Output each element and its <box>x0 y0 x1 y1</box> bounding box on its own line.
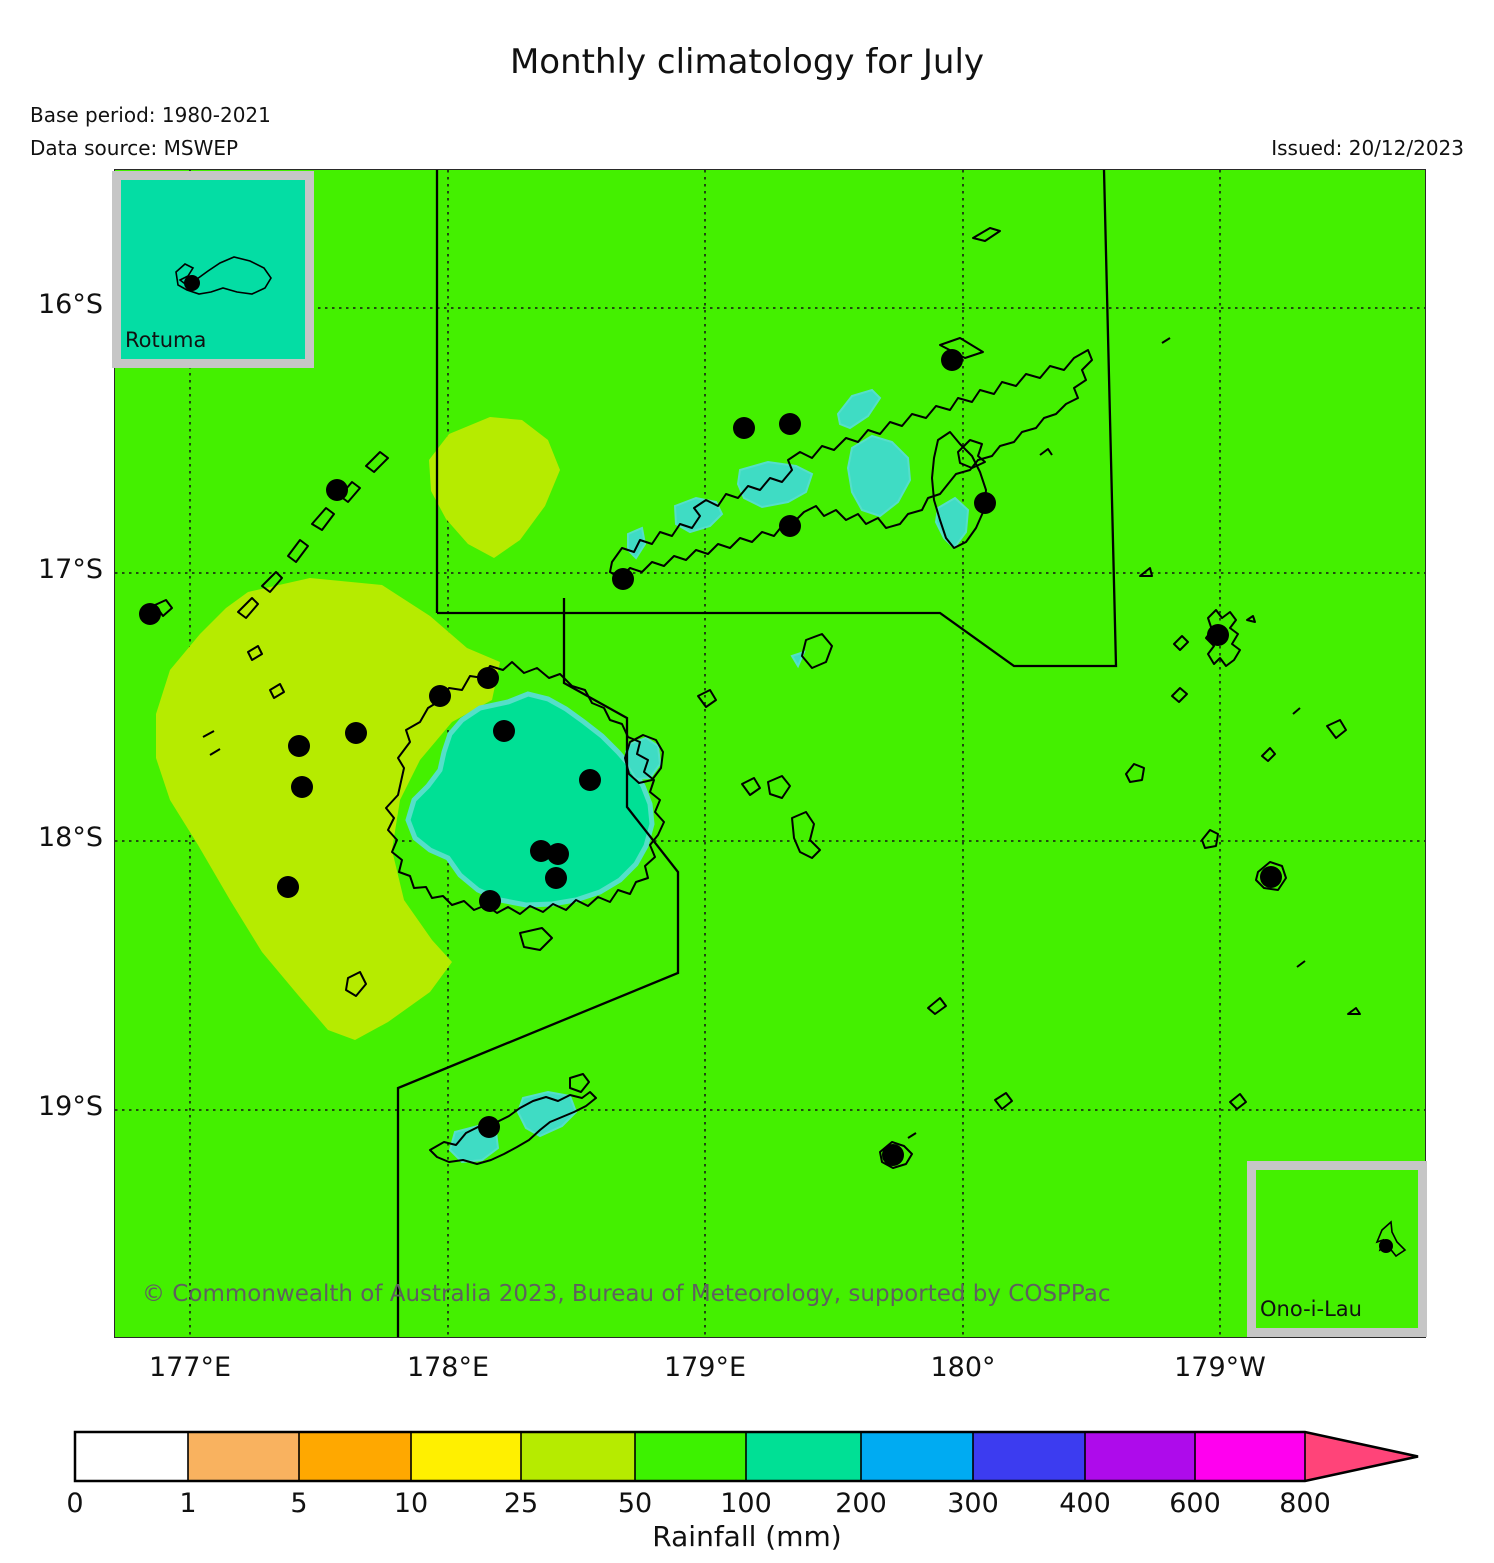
rainfall-band-patches <box>156 388 970 1164</box>
colorbar-bin <box>1085 1432 1195 1481</box>
colorbar-bin <box>861 1432 973 1481</box>
colorbar-tick-label: 25 <box>503 1488 539 1519</box>
station-dot <box>779 413 801 435</box>
station-dot <box>288 735 310 757</box>
colorbar-bin <box>75 1432 188 1481</box>
station-dot <box>291 776 313 798</box>
page-title: Monthly climatology for July <box>509 42 985 82</box>
colorbar-tick-label: 800 <box>1279 1488 1331 1519</box>
rotuma-island-outline <box>175 256 272 295</box>
rainfall-colorbar <box>73 1430 1419 1483</box>
station-dot <box>477 667 499 689</box>
colorbar-axis-label: Rainfall (mm) <box>652 1520 842 1553</box>
lon-axis-label: 179°E <box>663 1352 747 1383</box>
station-dot <box>277 876 299 898</box>
station-dot <box>612 568 634 590</box>
rotuma-inset-map <box>121 180 305 359</box>
rotuma-inset: Rotuma <box>112 171 314 368</box>
lon-axis-label: 180° <box>930 1352 996 1383</box>
band-100-200-taveuni-patch <box>934 496 970 550</box>
colorbar-tick-label: 1 <box>179 1488 197 1519</box>
colorbar-tick-label: 200 <box>835 1488 887 1519</box>
band-100-200-patch <box>836 388 882 430</box>
band-100-200-speck <box>790 650 806 669</box>
colorbar-bin <box>521 1432 635 1481</box>
colorbar-bin <box>411 1432 521 1481</box>
station-dot <box>479 890 501 912</box>
station-dot <box>478 1116 500 1138</box>
colorbar-tick-label: 10 <box>393 1488 429 1519</box>
colorbar-tick-label: 100 <box>720 1488 772 1519</box>
station-dot <box>429 685 451 707</box>
station-dot <box>326 479 348 501</box>
colorbar-bin <box>973 1432 1085 1481</box>
station-dot <box>882 1144 904 1166</box>
colorbar-tick-label: 400 <box>1059 1488 1111 1519</box>
station-dots <box>139 349 1282 1166</box>
colorbar-overflow-arrow <box>1305 1432 1418 1481</box>
ono-i-lau-inset-map <box>1256 1170 1418 1328</box>
colorbar-bin <box>188 1432 299 1481</box>
lon-axis-label: 179°W <box>1174 1352 1266 1383</box>
data-source-label: Data source: MSWEP <box>30 136 239 160</box>
lat-axis-label: 17°S <box>38 554 103 585</box>
station-dot <box>733 417 755 439</box>
station-dot <box>493 720 515 742</box>
eez-boundary-lines <box>396 170 1118 1337</box>
lat-axis-label: 16°S <box>38 289 103 320</box>
colorbar-tick-label: 0 <box>66 1488 84 1519</box>
band-100-200-patch <box>627 526 647 560</box>
station-dot <box>779 515 801 537</box>
station-dot <box>1207 624 1229 646</box>
rotuma-inset-label: Rotuma <box>125 328 207 352</box>
base-period-label: Base period: 1980-2021 <box>30 103 271 127</box>
issued-date-label: Issued: 20/12/2023 <box>1271 136 1464 160</box>
colorbar-bin <box>299 1432 411 1481</box>
colorbar-tick-label: 600 <box>1169 1488 1221 1519</box>
station-dot <box>530 840 552 862</box>
ono-i-lau-station-dot <box>1379 1239 1393 1253</box>
colorbar-bin <box>1195 1432 1305 1481</box>
station-dot <box>139 603 161 625</box>
colorbar-tick-label: 50 <box>617 1488 653 1519</box>
station-dot <box>345 722 367 744</box>
colorbar-outline <box>73 1430 1419 1483</box>
band-25-50-west-patch <box>156 578 500 1040</box>
colorbar-tick-label: 5 <box>290 1488 308 1519</box>
band-100-200-kadavu-patch <box>516 1090 578 1138</box>
map-canvas <box>115 170 1425 1337</box>
lon-axis-label: 177°E <box>148 1352 232 1383</box>
lat-axis-label: 18°S <box>38 822 103 853</box>
band-100-200-patch <box>846 434 912 518</box>
ono-i-lau-inset-label: Ono-i-Lau <box>1260 1297 1362 1321</box>
station-dot <box>941 349 963 371</box>
colorbar-bin <box>746 1432 861 1481</box>
copyright-text: © Commonwealth of Australia 2023, Bureau… <box>142 1281 1111 1307</box>
station-dot <box>579 769 601 791</box>
rotuma-station-dot <box>184 275 200 291</box>
colorbar-bin <box>635 1432 746 1481</box>
lat-axis-label: 19°S <box>38 1091 103 1122</box>
band-25-50-nw-patch <box>429 417 560 558</box>
ono-i-lau-inset: Ono-i-Lau <box>1247 1161 1427 1337</box>
lon-axis-label: 178°E <box>406 1352 490 1383</box>
station-dot <box>1260 866 1282 888</box>
station-dot <box>545 867 567 889</box>
station-dot <box>547 843 569 865</box>
station-dot <box>974 492 996 514</box>
colorbar-tick-label: 300 <box>947 1488 999 1519</box>
band-100-200-patch <box>736 460 814 509</box>
